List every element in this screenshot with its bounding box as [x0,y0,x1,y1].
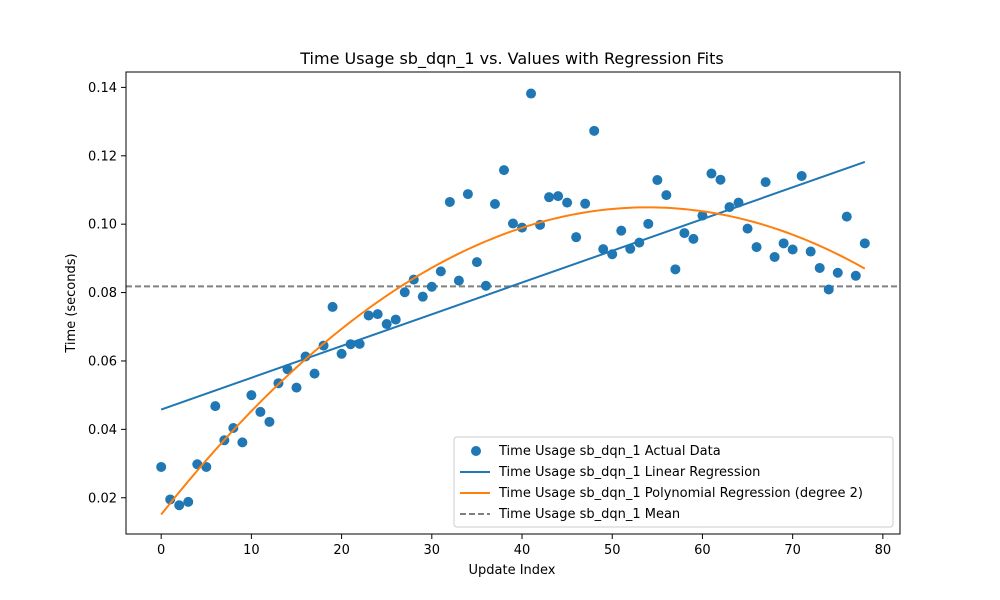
data-point [165,494,176,505]
data-point [580,198,591,209]
data-point [426,281,437,292]
data-point [616,225,627,236]
data-point [796,170,807,181]
legend-marker-actual [471,446,481,456]
y-tick-label: 0.02 [88,491,117,506]
data-point [805,246,816,257]
data-point [562,197,573,208]
y-axis-label: Time (seconds) [64,253,79,353]
data-point [210,401,221,412]
data-point [553,191,564,202]
x-tick-label: 60 [694,543,711,558]
data-point [381,319,392,330]
data-point [156,461,167,472]
data-point [246,390,257,401]
data-point [859,238,870,249]
data-point [228,422,239,433]
x-tick-label: 10 [243,543,260,558]
data-point [787,244,798,255]
y-tick-label: 0.14 [88,81,117,96]
data-point [498,165,509,176]
data-point [417,291,428,302]
data-point [327,301,338,312]
y-tick-label: 0.08 [88,286,117,301]
data-point [688,233,699,244]
data-point [508,218,518,229]
data-point [706,168,717,179]
data-point [544,192,555,203]
data-point [363,310,374,321]
data-point [769,252,780,263]
legend-label-mean: Time Usage sb_dqn_1 Mean [498,507,680,522]
y-axis: 0.02 0.04 0.06 0.08 0.10 0.12 0.14 [88,81,126,506]
legend-label-actual: Time Usage sb_dqn_1 Actual Data [498,444,721,459]
data-point [318,340,329,351]
chart-title: Time Usage sb_dqn_1 vs. Values with Regr… [299,49,723,69]
data-point [453,275,464,286]
x-tick-label: 80 [875,543,892,558]
data-point [832,267,843,278]
legend: Time Usage sb_dqn_1 Actual Data Time Usa… [453,436,894,528]
y-tick-label: 0.06 [88,354,117,369]
data-point [814,262,825,273]
data-point [291,382,302,393]
x-tick-label: 30 [424,543,441,558]
data-point [589,125,600,136]
legend-label-poly: Time Usage sb_dqn_1 Polynomial Regressio… [498,486,863,501]
data-point [742,223,753,234]
data-point [435,266,446,277]
data-point [598,244,609,255]
legend-label-linear: Time Usage sb_dqn_1 Linear Regression [498,465,760,480]
data-point [471,257,482,268]
linear-regression-line [160,160,866,411]
data-point [372,309,383,320]
data-point [489,199,500,209]
data-point [778,238,789,249]
data-point [715,174,726,185]
data-point [462,189,473,200]
data-point [390,314,401,325]
data-point [336,348,347,359]
legend-box [453,436,894,528]
data-point [183,496,194,507]
data-point [480,280,491,291]
polynomial-regression-curve [160,206,866,516]
data-point [850,270,861,281]
data-point [444,196,455,207]
x-tick-label: 20 [333,543,350,558]
plot-area [126,88,900,516]
data-point [643,218,654,229]
x-tick-label: 40 [514,543,531,558]
data-point [526,88,537,99]
data-point [679,228,690,239]
data-point [661,190,672,201]
x-tick-label: 50 [604,543,621,558]
x-axis-label: Update Index [468,563,555,578]
x-axis: 0 10 20 30 40 50 60 70 80 [157,534,891,558]
data-point [264,416,275,427]
x-tick-label: 0 [157,543,165,558]
y-tick-label: 0.10 [88,218,117,233]
data-point [309,368,320,379]
plot-frame [125,71,901,535]
data-point [571,232,582,243]
data-point [652,175,663,186]
data-point [760,177,771,188]
data-point [841,211,852,222]
data-point [174,500,185,511]
data-point [255,406,266,417]
data-point [751,242,762,253]
y-tick-label: 0.04 [88,423,117,438]
data-point [670,264,681,275]
data-point [823,284,834,295]
x-tick-label: 70 [784,543,801,558]
data-point [237,437,248,448]
y-tick-label: 0.12 [88,149,117,164]
data-point [399,287,410,298]
